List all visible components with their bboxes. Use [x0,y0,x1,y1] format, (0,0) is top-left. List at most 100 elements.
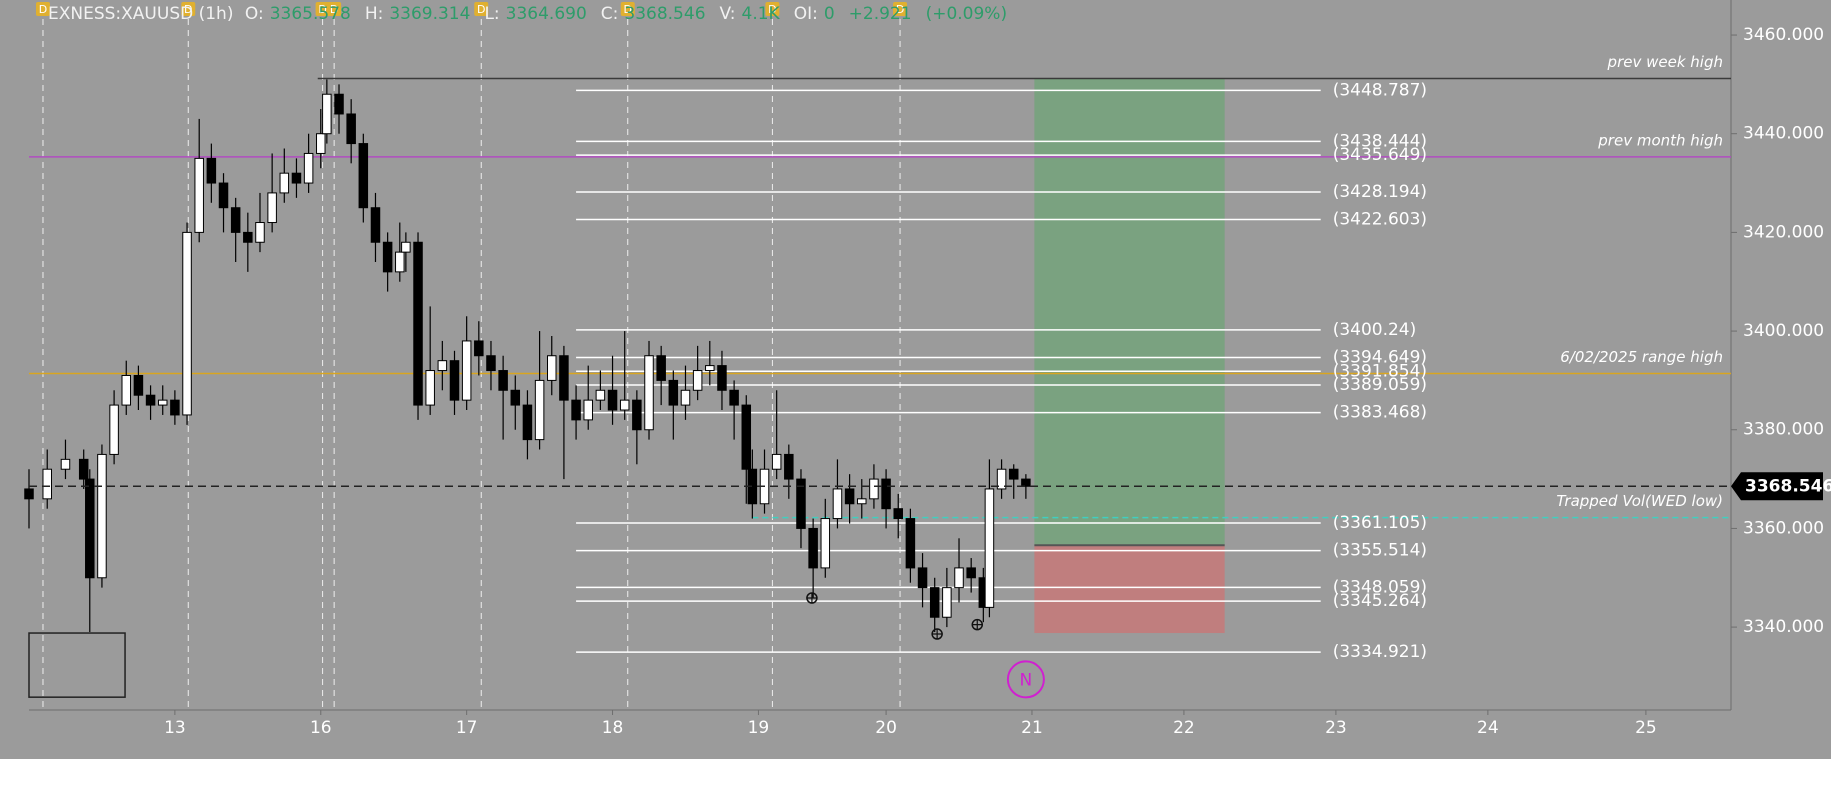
candle-body [717,365,727,391]
candle-body [510,389,521,406]
event-badge [474,2,489,16]
candle [170,390,180,425]
candle [929,577,940,633]
candle-body [1021,478,1031,487]
candle [559,345,569,480]
event-badge [893,2,908,16]
price-level-label: (3438.444) [1333,131,1427,151]
change-percent: (+0.09%) [925,4,1008,24]
candle [729,380,739,440]
candle [24,469,34,529]
candle [717,350,727,411]
y-tick-label: 3440.000 [1743,124,1824,144]
candle-body [382,241,393,273]
candle-body [692,370,703,391]
candle [206,143,217,203]
event-label: D [39,3,47,16]
candle-body [370,207,381,243]
candle-body [157,399,168,406]
candle-body [218,182,229,209]
price-level-label: (3355.514) [1333,541,1427,561]
current-price-tag [1731,472,1823,501]
candle [85,469,95,633]
candle [668,370,679,440]
price-level-label: (3448.787) [1333,80,1427,100]
candle [893,493,903,539]
candle-body [42,468,52,500]
candle [182,222,192,425]
field-value: 3364.690 [505,4,587,24]
candle-body [680,389,691,406]
event-label: D [896,3,904,16]
candle-body [322,93,332,135]
y-tick-label: 3360.000 [1743,518,1824,538]
candle-body [498,370,508,391]
candle [996,459,1007,499]
candle-body [571,399,581,421]
field-value: 4.1K [741,4,780,24]
candle-body [474,340,484,357]
candle-body [1008,468,1019,480]
level-name: 6/02/2025 range high [1560,348,1723,366]
candle [547,336,557,396]
candle [322,79,332,144]
candle [291,158,302,198]
n-marker [1006,660,1045,699]
candle [334,84,344,134]
candle [522,390,533,460]
field-label: OI: [793,4,818,24]
price-level-label: (3422.603) [1333,210,1427,230]
event-badge [765,2,780,16]
candle [267,153,277,233]
level-name: prev week high [1607,53,1723,71]
candle [771,390,782,480]
candle-body [449,360,460,401]
candle-body [133,374,144,396]
price-level-label: (3348.059) [1333,577,1427,597]
event-label: D [330,3,338,16]
candle-body [437,360,448,372]
candle [607,355,618,425]
candle [1021,474,1031,499]
x-tick-label: 25 [1635,718,1657,738]
x-tick-label: 19 [748,718,770,738]
candle-body [534,379,545,441]
y-tick-label: 3420.000 [1743,222,1824,242]
y-tick-label: 3340.000 [1743,617,1824,637]
price-level-label: (3391.854) [1333,361,1427,381]
change: +2.921 [848,4,912,24]
candle-body [917,567,928,589]
candle [984,459,995,618]
candle [510,375,521,430]
candle [796,469,806,549]
price-level-label: (3400.24) [1333,320,1417,340]
candle [382,232,393,292]
y-tick-label: 3400.000 [1743,321,1824,341]
candle [60,439,71,480]
candle [474,321,484,376]
candle [449,350,460,415]
candle [644,340,654,440]
candle-body [206,157,217,184]
field-value: 0 [823,4,835,24]
candle-body [121,374,132,406]
header: EXNESS:XAUUSD (1h) O: 3365.578 H: 3369.314 L… [48,4,1021,24]
candle [571,385,581,440]
candle [109,390,119,465]
event-label: D [623,3,631,16]
candle [145,385,156,420]
x-tick-label: 23 [1325,718,1347,738]
candle [820,498,831,578]
candle-body [668,379,679,406]
candle-body [705,365,715,372]
candle [966,558,976,593]
candle-body [145,394,156,406]
field-label: C: [600,4,619,24]
candle-body [334,93,344,115]
n-marker-label: N [1020,670,1033,690]
candle-body [230,207,241,233]
candle-body [905,518,916,569]
candle-body [784,453,794,480]
event-badge [315,2,330,16]
